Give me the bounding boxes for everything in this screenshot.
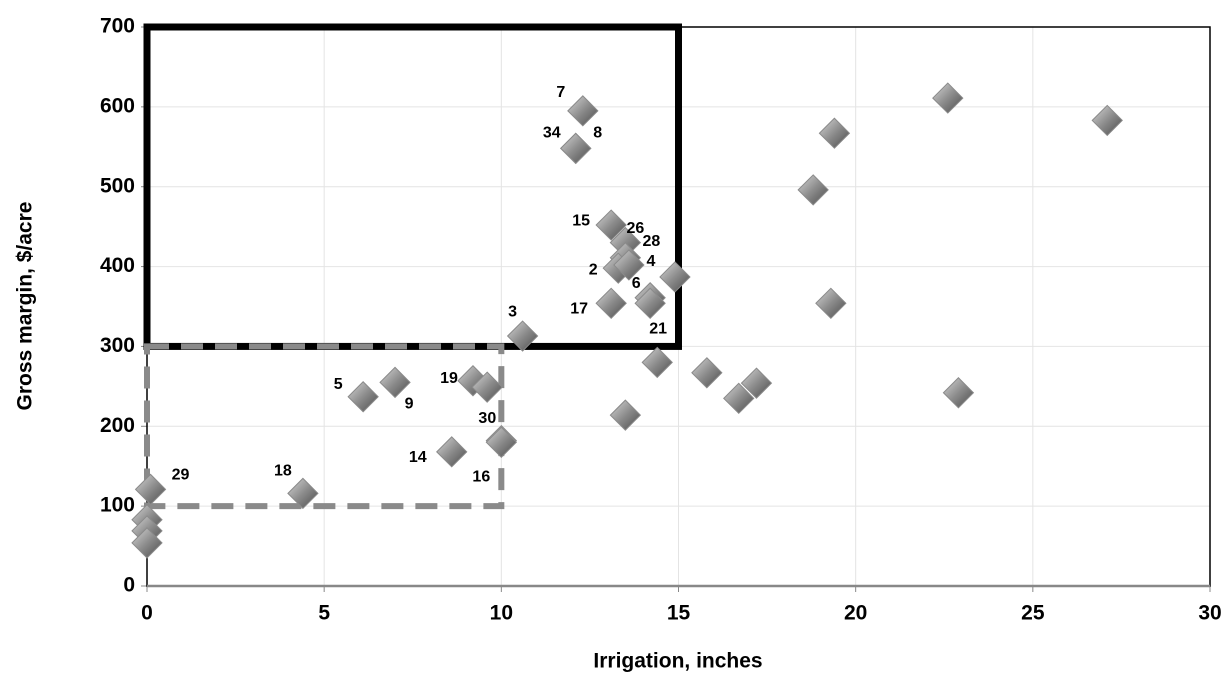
- y-tick-label: 500: [100, 174, 135, 197]
- point: [436, 436, 468, 468]
- point-label: 17: [570, 301, 588, 318]
- x-tick-label: 10: [490, 602, 513, 625]
- point: [797, 174, 829, 206]
- y-tick-label: 0: [123, 574, 135, 597]
- y-tick-label: 700: [100, 15, 135, 38]
- point-label: 16: [472, 468, 490, 485]
- point-label: 30: [478, 410, 496, 427]
- point-label: 8: [593, 125, 602, 142]
- point-label: 29: [172, 467, 190, 484]
- point-label: 3: [508, 303, 517, 320]
- point-label: 18: [274, 463, 292, 480]
- point: [815, 287, 847, 320]
- point: [131, 527, 163, 559]
- y-tick-label: 100: [100, 494, 135, 517]
- point: [471, 371, 503, 403]
- point-label: 26: [626, 220, 644, 237]
- point-label: 15: [572, 212, 590, 229]
- region-box: [144, 343, 505, 510]
- x-tick-label: 5: [318, 602, 330, 625]
- region-box: [143, 23, 682, 350]
- point: [641, 346, 673, 379]
- point-label: 21: [649, 321, 667, 338]
- point-label: 2: [589, 261, 598, 278]
- point: [659, 261, 691, 293]
- x-tick-label: 25: [1021, 602, 1045, 625]
- point: [634, 287, 666, 320]
- y-axis-title: Gross margin, $/acre: [14, 202, 37, 411]
- point: [567, 95, 599, 127]
- x-tick-label: 20: [844, 602, 867, 625]
- point-label: 19: [440, 370, 458, 387]
- point-label: 7: [556, 84, 565, 101]
- x-tick-label: 30: [1198, 602, 1221, 625]
- point: [1091, 104, 1123, 137]
- point: [609, 399, 642, 431]
- point: [485, 426, 518, 458]
- point: [595, 209, 627, 241]
- point-label: 4: [646, 253, 655, 270]
- y-tick-label: 300: [100, 334, 135, 357]
- point: [942, 377, 975, 409]
- point: [613, 249, 645, 281]
- x-axis-title: Irrigation, inches: [593, 650, 762, 673]
- point-label: 14: [409, 449, 427, 466]
- point: [932, 82, 964, 114]
- x-tick-label: 0: [141, 602, 153, 625]
- point: [595, 287, 627, 320]
- y-tick-label: 400: [100, 254, 135, 277]
- point-label: 5: [334, 376, 343, 393]
- point-label: 28: [642, 233, 660, 250]
- point: [691, 357, 723, 389]
- point-label: 34: [543, 125, 561, 142]
- point-label: 6: [632, 275, 641, 292]
- point: [134, 473, 167, 506]
- point: [379, 366, 411, 399]
- point: [740, 367, 773, 399]
- point: [506, 320, 539, 352]
- y-tick-label: 200: [100, 414, 135, 437]
- point: [560, 132, 592, 165]
- y-tick-label: 600: [100, 94, 135, 117]
- point: [287, 477, 319, 510]
- point: [347, 381, 379, 413]
- point-label: 9: [405, 396, 414, 413]
- point: [818, 117, 851, 149]
- point: [723, 382, 755, 415]
- x-tick-label: 15: [667, 602, 691, 625]
